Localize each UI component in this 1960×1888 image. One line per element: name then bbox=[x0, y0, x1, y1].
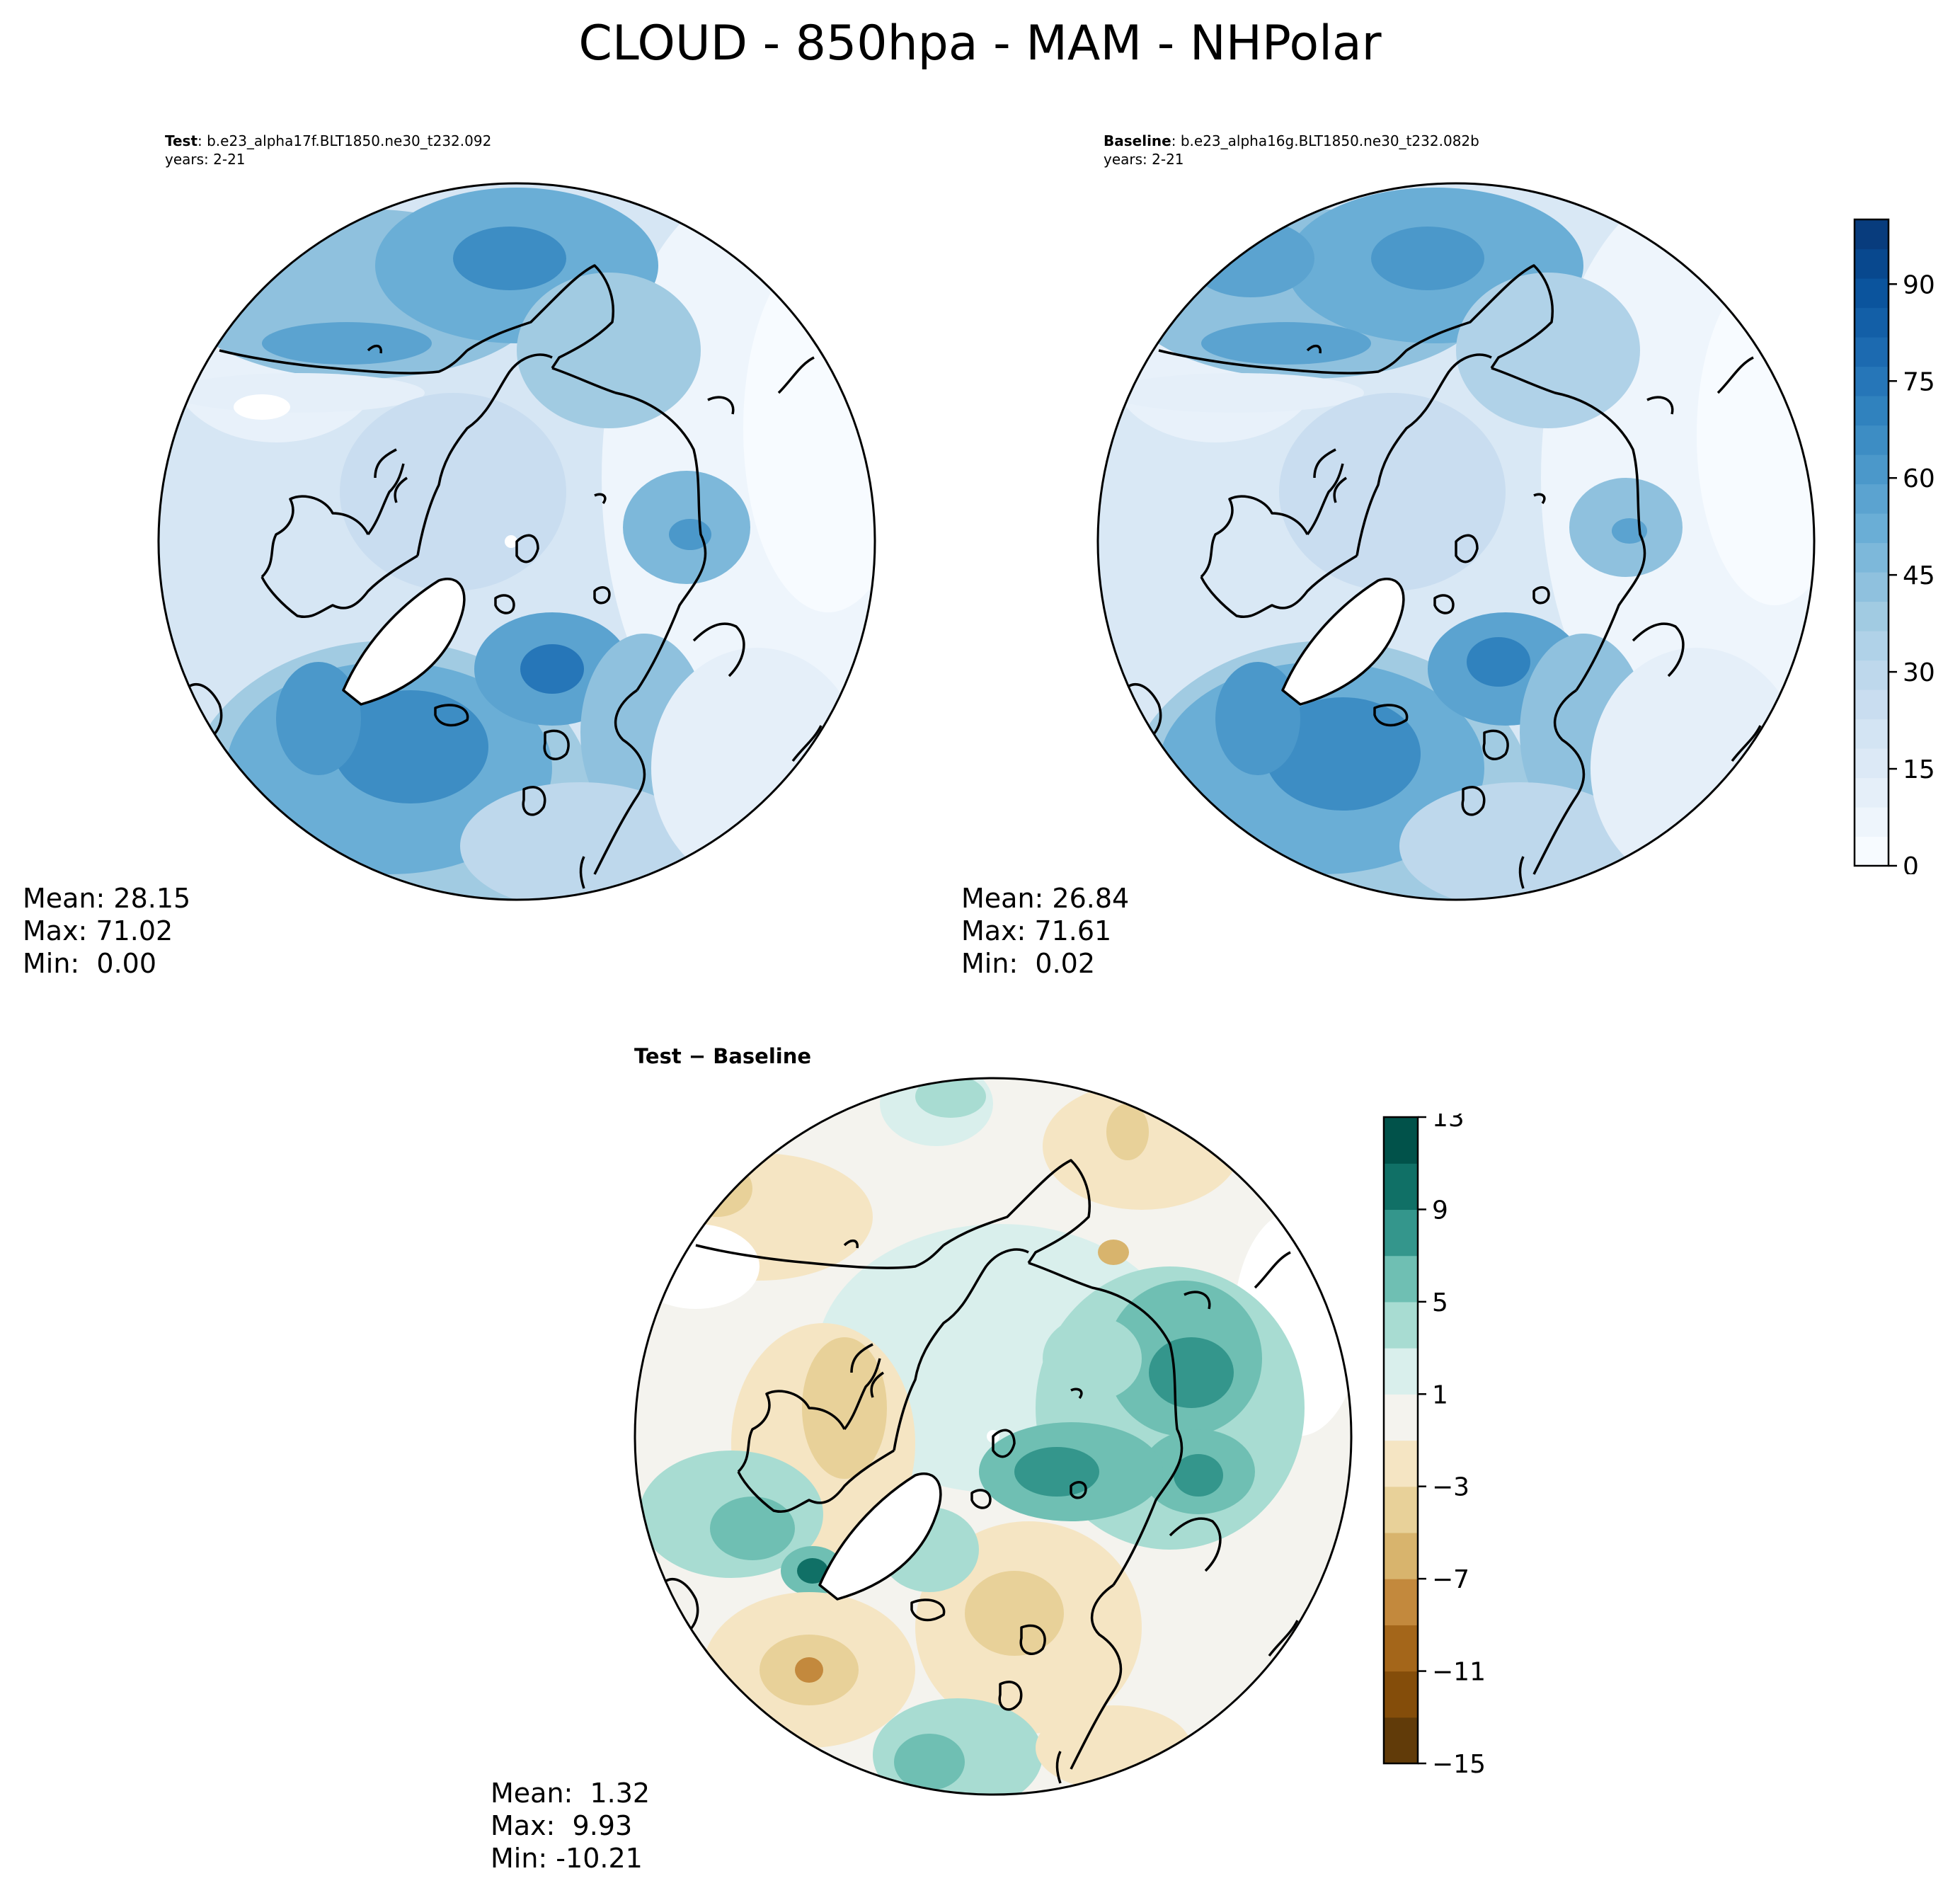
field-colorbar-band bbox=[1855, 219, 1889, 250]
diff-colorbar-band bbox=[1384, 1440, 1418, 1487]
test-panel-title: Test: b.e23_alpha17f.BLT1850.ne30_t232.0… bbox=[165, 132, 491, 151]
field-colorbar-band bbox=[1855, 631, 1889, 661]
test-max: Max: 71.02 bbox=[23, 915, 173, 946]
field-colorbar-tick-label: 45 bbox=[1903, 561, 1935, 590]
test-label: Test bbox=[165, 132, 198, 149]
field-colorbar-band bbox=[1855, 278, 1889, 309]
field-colorbar-band bbox=[1855, 836, 1889, 866]
field-colorbar-band bbox=[1855, 660, 1889, 690]
diff-colorbar-band bbox=[1384, 1532, 1418, 1579]
field-colorbar-band bbox=[1855, 484, 1889, 514]
field-colorbar-band bbox=[1855, 396, 1889, 426]
diff-mean: Mean: 1.32 bbox=[491, 1778, 651, 1809]
diff-colorbar-bands bbox=[1384, 1117, 1418, 1764]
diff-colorbar-tick-label: −3 bbox=[1432, 1473, 1469, 1502]
field-colorbar-band bbox=[1855, 248, 1889, 279]
field-colorbar-band bbox=[1855, 425, 1889, 455]
diff-colorbar-tick-label: 5 bbox=[1432, 1288, 1448, 1317]
test-min: Min: 0.00 bbox=[23, 948, 156, 979]
field-colorbar-band bbox=[1855, 513, 1889, 544]
diff-colorbar-band bbox=[1384, 1717, 1418, 1764]
field-colorbar-tick-label: 60 bbox=[1903, 464, 1935, 493]
baseline-polar-map bbox=[1096, 182, 1816, 901]
diff-stats: Mean: 1.32 Max: 9.93 Min: -10.21 bbox=[491, 1777, 650, 1875]
diff-colorbar-tick-label: 1 bbox=[1432, 1380, 1448, 1409]
diff-colorbar: 13 9 5 1 −3 −7 −11 −15 bbox=[1382, 1114, 1486, 1775]
diff-colorbar-tick-label: 9 bbox=[1432, 1196, 1448, 1225]
test-mean: Mean: 28.15 bbox=[23, 883, 191, 914]
diff-colorbar-band bbox=[1384, 1301, 1418, 1349]
baseline-years: years: 2-21 bbox=[1104, 151, 1184, 168]
diff-colorbar-band bbox=[1384, 1209, 1418, 1257]
diff-colorbar-tick-label: −11 bbox=[1432, 1658, 1486, 1687]
diff-colorbar-band bbox=[1384, 1671, 1418, 1718]
field-colorbar-band bbox=[1855, 307, 1889, 338]
diff-colorbar-band bbox=[1384, 1394, 1418, 1441]
field-colorbar-band bbox=[1855, 542, 1889, 573]
baseline-min: Min: 0.02 bbox=[961, 948, 1095, 979]
diff-min: Min: -10.21 bbox=[491, 1843, 643, 1874]
diff-colorbar-band bbox=[1384, 1486, 1418, 1533]
baseline-max: Max: 71.61 bbox=[961, 915, 1112, 946]
test-years: years: 2-21 bbox=[165, 151, 246, 168]
field-colorbar-tick-label: 15 bbox=[1903, 755, 1935, 784]
diff-colorbar-ticks: 13 9 5 1 −3 −7 −11 −15 bbox=[1418, 1114, 1486, 1775]
field-colorbar-band bbox=[1855, 601, 1889, 631]
diff-colorbar-band bbox=[1384, 1579, 1418, 1625]
field-colorbar-bands bbox=[1855, 219, 1889, 866]
diff-panel-title: Test − Baseline bbox=[634, 1044, 812, 1068]
baseline-mean: Mean: 26.84 bbox=[961, 883, 1130, 914]
diff-colorbar-band bbox=[1384, 1255, 1418, 1303]
figure-title: CLOUD - 850hpa - MAM - NHPolar bbox=[578, 16, 1382, 71]
diff-colorbar-band bbox=[1384, 1117, 1418, 1164]
baseline-label: Baseline bbox=[1104, 132, 1171, 149]
test-polar-map bbox=[157, 182, 876, 901]
field-colorbar-tick-label: 90 bbox=[1903, 270, 1935, 299]
field-colorbar-tick-label: 75 bbox=[1903, 367, 1935, 396]
field-colorbar-band bbox=[1855, 454, 1889, 485]
field-colorbar-tick-label: 30 bbox=[1903, 658, 1935, 687]
field-colorbar: 0 15 30 45 60 75 90 bbox=[1853, 218, 1935, 874]
test-stats: Mean: 28.15 Max: 71.02 Min: 0.00 bbox=[23, 882, 190, 980]
diff-colorbar-tick-label: −7 bbox=[1432, 1565, 1469, 1594]
field-colorbar-band bbox=[1855, 572, 1889, 602]
field-colorbar-band bbox=[1855, 807, 1889, 837]
field-colorbar-band bbox=[1855, 366, 1889, 396]
diff-colorbar-tick-label: −15 bbox=[1432, 1750, 1486, 1775]
field-colorbar-band bbox=[1855, 748, 1889, 779]
field-colorbar-band bbox=[1855, 777, 1889, 808]
field-colorbar-ticks: 0 15 30 45 60 75 90 bbox=[1889, 270, 1935, 874]
field-colorbar-tick-label: 0 bbox=[1903, 852, 1919, 874]
diff-colorbar-band bbox=[1384, 1625, 1418, 1672]
test-case-name: : b.e23_alpha17f.BLT1850.ne30_t232.092 bbox=[197, 132, 492, 149]
field-colorbar-band bbox=[1855, 719, 1889, 749]
baseline-panel-title: Baseline: b.e23_alpha16g.BLT1850.ne30_t2… bbox=[1104, 132, 1479, 151]
diff-colorbar-tick-label: 13 bbox=[1432, 1114, 1465, 1133]
field-colorbar-band bbox=[1855, 690, 1889, 720]
diff-max: Max: 9.93 bbox=[491, 1810, 633, 1841]
baseline-stats: Mean: 26.84 Max: 71.61 Min: 0.02 bbox=[961, 882, 1129, 980]
field-colorbar-band bbox=[1855, 337, 1889, 367]
diff-colorbar-band bbox=[1384, 1163, 1418, 1211]
baseline-case-name: : b.e23_alpha16g.BLT1850.ne30_t232.082b bbox=[1171, 132, 1479, 149]
diff-colorbar-band bbox=[1384, 1348, 1418, 1395]
diff-polar-map bbox=[634, 1077, 1353, 1796]
